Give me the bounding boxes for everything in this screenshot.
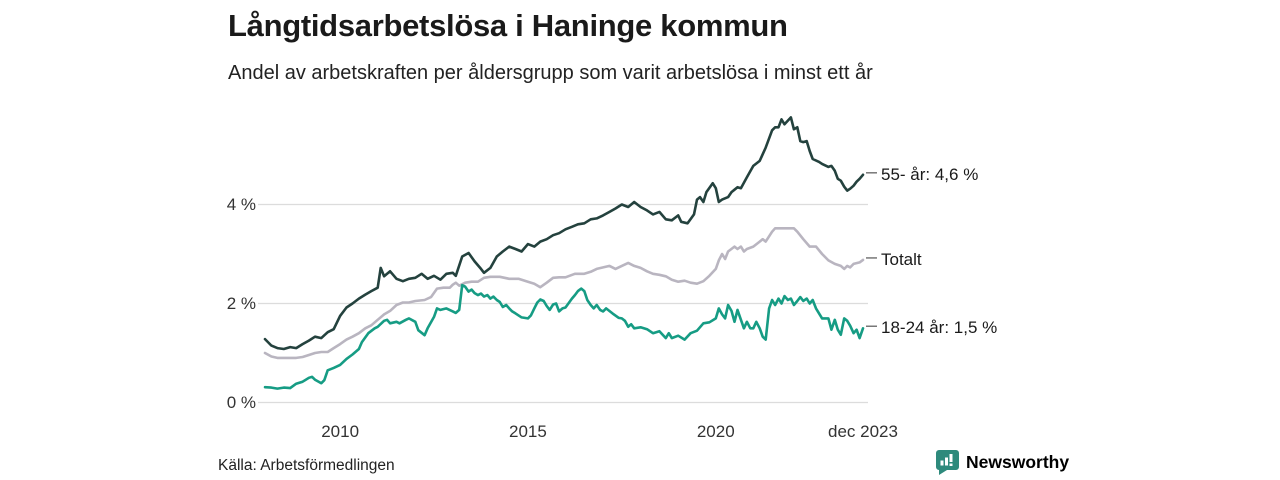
x-axis-tick-2010: 2010	[321, 422, 360, 441]
bar-chart-icon	[936, 450, 959, 475]
x-axis-tick-2020: 2020	[696, 422, 735, 441]
y-axis-tick-2: 2 %	[226, 293, 256, 313]
series-end-label-18-24-ar: 18-24 år: 1,5 %	[881, 318, 998, 338]
x-axis-tick-dec-2023: dec 2023	[828, 422, 898, 441]
y-axis-tick-0: 0 %	[226, 392, 256, 412]
y-axis-tick-4: 4 %	[226, 194, 256, 214]
newsworthy-logo: Newsworthy	[936, 450, 1069, 475]
chart-subtitle: Andel av arbetskraften per åldersgrupp s…	[228, 62, 873, 84]
series-end-label-totalt: Totalt	[881, 249, 922, 269]
source-note: Källa: Arbetsförmedlingen	[218, 457, 395, 474]
series-end-label-55-ar: 55- år: 4,6 %	[881, 164, 979, 184]
page-title: Långtidsarbetslösa i Haninge kommun	[228, 8, 788, 43]
brand-name: Newsworthy	[966, 452, 1070, 472]
x-axis-tick-2015: 2015	[509, 422, 547, 441]
